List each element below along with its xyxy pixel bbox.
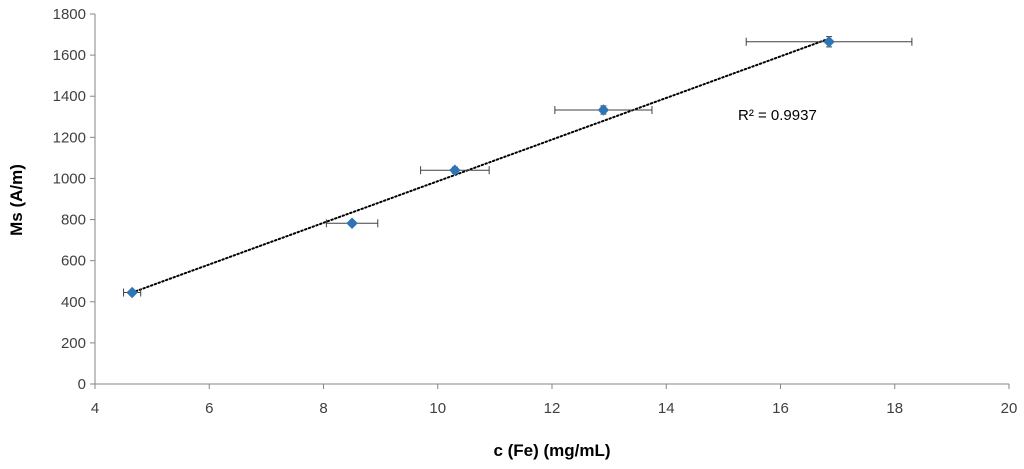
trendline-layer: [131, 37, 831, 294]
linear-trendline: [131, 37, 831, 294]
x-tick-label: 6: [205, 400, 213, 417]
error-bars: [123, 36, 913, 297]
x-tick-label: 16: [772, 400, 789, 417]
x-axis-title: c (Fe) (mg/mL): [493, 441, 610, 460]
y-tick-label: 1800: [53, 6, 86, 23]
y-tick-label: 200: [61, 335, 86, 352]
data-points: [126, 36, 835, 299]
x-tick-label: 10: [429, 400, 446, 417]
data-point: [597, 104, 610, 116]
r-squared-label: R² = 0.9937: [738, 107, 817, 124]
y-axis-title: Ms (A/m): [7, 164, 26, 236]
y-tick-label: 400: [61, 294, 86, 311]
y-tick-label: 1600: [53, 47, 86, 64]
data-point: [823, 36, 835, 48]
data-point: [126, 286, 138, 299]
x-tick-label: 14: [658, 400, 675, 417]
data-point: [449, 164, 461, 176]
y-tick-label: 1200: [53, 129, 86, 146]
tick-labels: 0 200 400 600 800 1000 1200 1400 1600 1800 4 6 8 10 12…: [53, 6, 1018, 417]
x-tick-label: 4: [91, 400, 99, 417]
data-point: [346, 217, 358, 229]
x-tick-label: 12: [544, 400, 561, 417]
y-tick-label: 1400: [53, 88, 86, 105]
y-tick-label: 0: [78, 376, 86, 393]
x-tick-label: 20: [1001, 400, 1018, 417]
y-tick-label: 600: [61, 253, 86, 270]
x-tick-label: 18: [886, 400, 903, 417]
y-tick-label: 1000: [53, 170, 86, 187]
y-tick-label: 800: [61, 212, 86, 229]
x-tick-label: 8: [319, 400, 327, 417]
axes: [90, 13, 1010, 389]
